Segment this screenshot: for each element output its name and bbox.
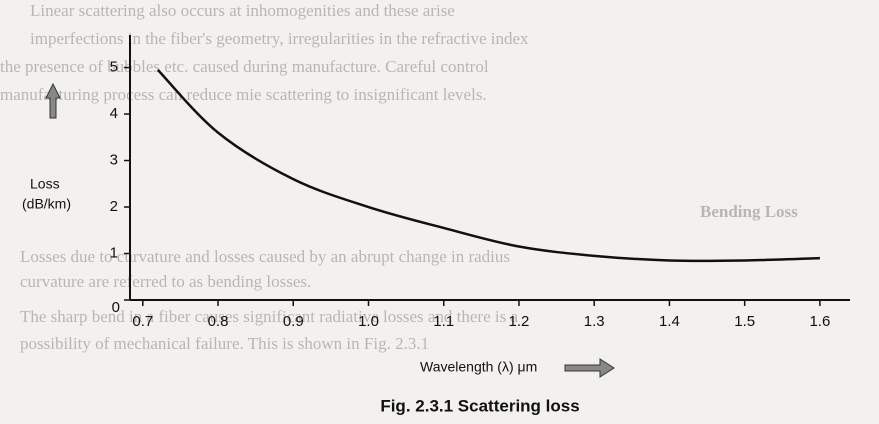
x-tick-label: 1.3: [584, 313, 605, 330]
up-arrow: [45, 82, 61, 119]
background-line: The sharp bend in a fiber causes signifi…: [20, 307, 518, 326]
x-tick-label: 1.4: [659, 313, 680, 330]
chart: 0 1 2 3 4 5 0.7 0.8 0.9 1.0 1.1 1.2 1.3 1.4 1.5 1.6 Loss…: [22, 35, 850, 415]
y-axis-label: Loss: [30, 176, 60, 192]
y-tick-label: 1: [110, 244, 118, 261]
x-axis-label: Wavelength (λ) μm: [420, 359, 537, 375]
background-text: Linear scattering also occurs at inhomog…: [0, 1, 798, 353]
right-arrow: [564, 358, 615, 378]
background-line: curvature are referred to as bending los…: [20, 272, 311, 291]
x-tick-label: 1.1: [433, 313, 454, 330]
background-line: possibility of mechanical failure. This …: [20, 334, 429, 353]
loss-curve: [156, 69, 820, 263]
x-tick-label: 0.8: [208, 313, 229, 330]
y-tick-label: 3: [110, 151, 118, 168]
caption: Fig. 2.3.1 Scattering loss: [380, 396, 579, 415]
background-line: imperfections in the fiber's geometry, i…: [30, 29, 529, 48]
y-tick-label: 4: [110, 105, 118, 122]
x-tick-label: 1.2: [509, 313, 530, 330]
background-line: Linear scattering also occurs at inhomog…: [30, 1, 455, 20]
y-tick-label: 0: [112, 299, 120, 316]
y-tick-label: 2: [110, 198, 118, 215]
background-line: Losses due to curvature and losses cause…: [20, 247, 510, 266]
x-tick-label: 1.6: [809, 313, 830, 330]
x-tick-label: 0.9: [283, 313, 304, 330]
x-tick-label: 0.7: [132, 313, 153, 330]
x-tick-label: 1.5: [734, 313, 755, 330]
x-tick-label: 1.0: [358, 313, 379, 330]
background-line: Bending Loss: [700, 202, 798, 221]
y-axis-label: (dB/km): [22, 196, 71, 212]
background-line: manufacturing process can reduce mie sca…: [0, 85, 487, 104]
background-line: the presence of bubbles etc. caused duri…: [0, 57, 489, 76]
y-tick-label: 5: [110, 59, 118, 76]
